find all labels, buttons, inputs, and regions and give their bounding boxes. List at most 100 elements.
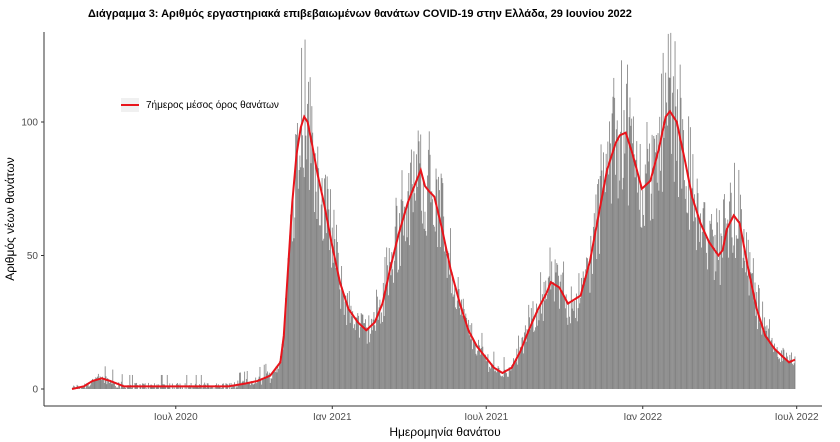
daily-bar (519, 346, 521, 389)
daily-bar (202, 387, 204, 389)
daily-bar (328, 209, 330, 389)
daily-bar (547, 294, 548, 389)
daily-bar (562, 272, 564, 389)
daily-bar (418, 141, 420, 389)
daily-bar (777, 356, 779, 389)
daily-bar (341, 266, 343, 389)
daily-bar (416, 186, 418, 389)
daily-bar (580, 297, 582, 389)
daily-bar (757, 329, 758, 389)
daily-bar (566, 317, 568, 389)
daily-bar (82, 387, 84, 389)
daily-bar (252, 384, 254, 389)
daily-bar (594, 229, 596, 389)
daily-bar (469, 324, 471, 389)
daily-bar (632, 143, 633, 389)
daily-bar (759, 323, 761, 389)
daily-bar (167, 386, 169, 389)
daily-bar (486, 357, 488, 389)
daily-bar (710, 223, 712, 389)
daily-bar (464, 316, 466, 389)
daily-bar (239, 372, 240, 389)
daily-bar (232, 384, 234, 389)
daily-bar (87, 383, 89, 389)
daily-bar (702, 208, 704, 389)
daily-bar (691, 188, 693, 389)
daily-bar (317, 146, 319, 389)
daily-bar (642, 190, 644, 389)
daily-bar (585, 269, 587, 389)
daily-bar (276, 372, 278, 389)
daily-bar (521, 337, 523, 389)
daily-bar (729, 182, 731, 389)
daily-bar (374, 325, 376, 389)
daily-bar (363, 323, 365, 389)
legend-label: 7ήμερος μέσος όρος θανάτων (146, 99, 279, 111)
daily-bar (687, 213, 689, 389)
daily-bar (393, 282, 394, 389)
daily-bar (692, 154, 694, 389)
daily-bar (430, 202, 432, 389)
daily-bar (271, 378, 273, 389)
daily-bar (505, 372, 507, 389)
daily-bar (119, 385, 121, 389)
daily-bar (731, 237, 733, 389)
daily-bar (711, 214, 713, 389)
daily-bar (369, 342, 371, 389)
daily-bar (564, 308, 566, 389)
daily-bar (479, 345, 480, 389)
daily-bar (589, 292, 591, 389)
daily-bar (644, 225, 645, 389)
daily-bar (331, 267, 332, 389)
daily-bar (93, 381, 95, 389)
daily-bar (447, 251, 449, 389)
daily-bar (591, 250, 593, 389)
daily-bar (101, 380, 103, 389)
daily-bar (360, 313, 362, 389)
daily-bar (463, 309, 465, 389)
daily-bar (769, 319, 770, 389)
daily-bar (543, 281, 545, 389)
daily-bar (513, 363, 515, 389)
daily-bar (481, 332, 483, 389)
daily-bar (321, 178, 323, 389)
daily-bar (504, 369, 506, 389)
x-axis-label: Ημερομηνία θανάτου (389, 425, 500, 439)
daily-bar (88, 386, 90, 389)
daily-bar (658, 190, 660, 389)
daily-bar (189, 386, 191, 389)
daily-bar (99, 376, 101, 389)
daily-bar (720, 233, 722, 389)
daily-bar (353, 324, 355, 389)
daily-bar (316, 218, 318, 389)
daily-bar (256, 383, 257, 389)
daily-bar (280, 362, 282, 389)
daily-bar (660, 170, 661, 389)
daily-bar (320, 204, 322, 389)
daily-bar (382, 282, 384, 389)
daily-bar (659, 116, 661, 389)
daily-bar (400, 199, 402, 389)
daily-bar (295, 134, 297, 389)
daily-bar (629, 97, 631, 390)
daily-bar (91, 381, 92, 389)
daily-bar (655, 134, 657, 389)
daily-bar (546, 299, 548, 389)
daily-bar (590, 235, 592, 389)
daily-bar (102, 376, 104, 389)
daily-bar (484, 354, 486, 389)
daily-bar (404, 206, 405, 389)
daily-bar (211, 385, 213, 389)
daily-bar (571, 308, 573, 389)
daily-bar (186, 374, 188, 389)
daily-bar (631, 118, 633, 390)
daily-bar (789, 354, 791, 389)
daily-bar (390, 275, 392, 389)
daily-bar (726, 223, 728, 389)
daily-bar (634, 177, 636, 389)
daily-bar (635, 159, 637, 389)
daily-bar (233, 386, 234, 389)
daily-bar (498, 367, 500, 389)
daily-bar (662, 52, 664, 389)
daily-bar (293, 238, 295, 389)
